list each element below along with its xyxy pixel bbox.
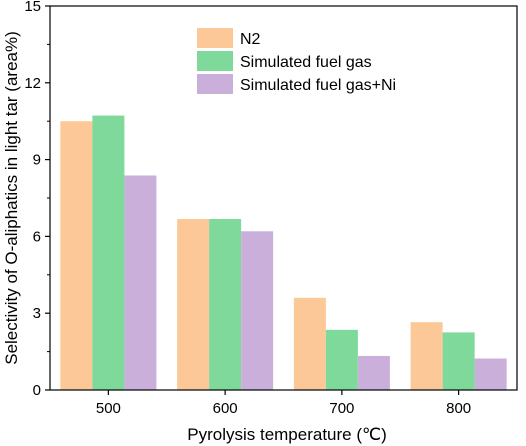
bar-3-800: [474, 358, 507, 390]
y-tick-label-0: 0: [33, 382, 41, 399]
bar-2-700: [325, 329, 358, 390]
axes-group: 0 3 6 9 12 15 500 600 700 800: [24, 0, 518, 417]
legend-label-2: Simulated fuel gas: [240, 54, 372, 71]
legend-label-3: Simulated fuel gas+Ni: [240, 77, 396, 94]
bar-1-500: [60, 121, 93, 390]
bar-3-700: [357, 355, 390, 390]
bars-group: [60, 115, 507, 391]
y-tick-label-15: 15: [24, 0, 41, 15]
x-tick-label-600: 600: [213, 400, 238, 417]
bar-1-700: [293, 297, 326, 390]
bar-2-600: [209, 218, 242, 390]
x-tick-label-500: 500: [96, 400, 121, 417]
legend-swatch-1: [197, 28, 233, 48]
y-tick-label-6: 6: [33, 228, 41, 245]
x-axis-title: Pyrolysis temperature (℃): [187, 425, 387, 444]
bar-1-600: [177, 218, 210, 390]
x-tick-label-800: 800: [446, 400, 471, 417]
legend-swatch-3: [197, 74, 233, 94]
y-axis-title: Selectivity of O-aliphatics in light tar…: [2, 31, 21, 365]
bar-3-600: [241, 231, 274, 390]
x-tick-label-700: 700: [329, 400, 354, 417]
bar-3-500: [124, 175, 157, 390]
y-tick-label-9: 9: [33, 152, 41, 169]
legend-swatch-2: [197, 51, 233, 71]
y-tick-label-3: 3: [33, 305, 41, 322]
legend-label-1: N2: [240, 31, 261, 48]
y-tick-label-12: 12: [24, 75, 41, 92]
bar-1-800: [410, 322, 443, 390]
legend: N2 Simulated fuel gas Simulated fuel gas+N…: [197, 28, 396, 94]
bar-2-500: [92, 115, 125, 391]
bar-2-800: [442, 332, 475, 390]
